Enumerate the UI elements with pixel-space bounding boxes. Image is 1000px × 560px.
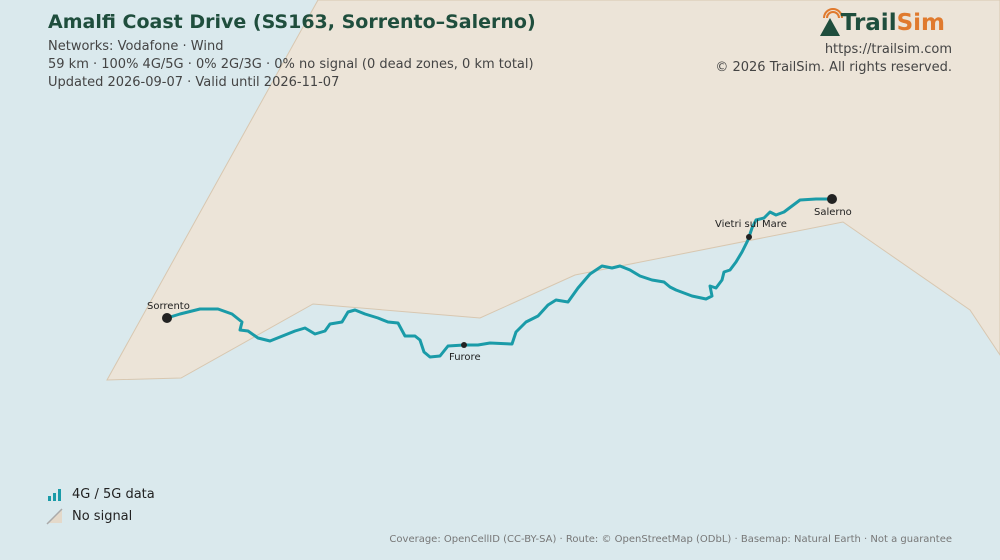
route — [166, 197, 832, 359]
url[interactable]: https://trailsim.com — [824, 42, 952, 57]
logo-icon — [820, 8, 843, 36]
legend-label: 4G / 5G data — [72, 487, 155, 502]
place-dot — [461, 342, 467, 348]
networks: Networks: Vodafone · Wind — [48, 39, 224, 54]
footer: Coverage: OpenCellID (CC-BY-SA) · Route:… — [389, 534, 952, 545]
brand-first: Trail — [840, 10, 897, 36]
title: Amalfi Coast Drive (SS163, Sorrento–Sale… — [48, 11, 536, 33]
place-label: Furore — [449, 352, 481, 363]
place-label: Sorrento — [147, 301, 190, 312]
brand-second: Sim — [896, 10, 945, 36]
place-label: Vietri sul Mare — [715, 219, 787, 230]
place-label: Salerno — [814, 207, 852, 218]
legend-label: No signal — [72, 509, 133, 524]
place-dot — [162, 313, 172, 323]
updated: Updated 2026-09-07 · Valid until 2026-11… — [48, 75, 340, 90]
place-dot — [827, 194, 837, 204]
copyright: © 2026 TrailSim. All rights reserved. — [715, 60, 952, 75]
land — [106, 0, 1000, 381]
stats: 59 km · 100% 4G/5G · 0% 2G/3G · 0% no si… — [48, 57, 534, 72]
legend-icon-nosignal — [46, 508, 63, 525]
brand: TrailSim — [841, 10, 945, 36]
place-dot — [746, 234, 752, 240]
legend-icon-data — [48, 489, 61, 501]
